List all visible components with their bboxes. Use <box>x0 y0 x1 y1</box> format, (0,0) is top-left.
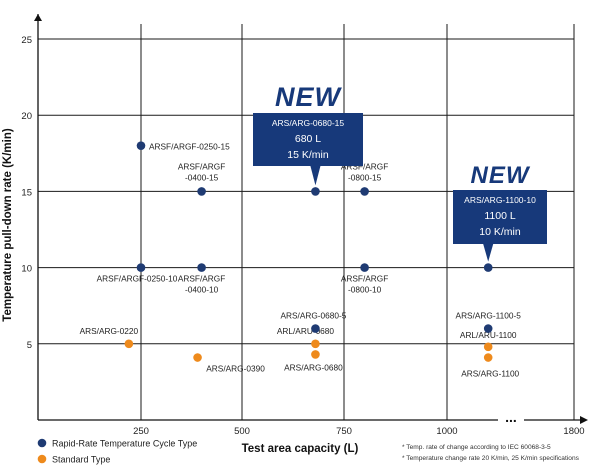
callout-model: ARS/ARG-0680-15 <box>272 118 345 128</box>
footnote: * Temp. rate of change according to IEC … <box>402 444 551 451</box>
standard-data-point <box>483 353 493 362</box>
point-label: ARSF/ARGF <box>341 274 388 284</box>
rapid-data-point <box>483 324 493 333</box>
point-label: ARSF/ARGF-0250-15 <box>149 142 230 152</box>
rapid-data-point <box>197 187 206 196</box>
callout-model: ARS/ARG-1100-10 <box>464 195 536 205</box>
rapid-data-point <box>197 263 206 272</box>
x-tick-label: 750 <box>336 426 352 437</box>
point-label: ARS/ARG-0680 <box>284 362 343 372</box>
legend-label-rapid: Rapid-Rate Temperature Cycle Type <box>52 439 197 449</box>
rapid-data-point <box>311 187 320 196</box>
footnote: * Temperature change rate 20 K/min, 25 K… <box>402 455 580 462</box>
point-label: -0400-15 <box>185 172 219 182</box>
x-axis-break: ... <box>505 409 517 425</box>
point-label: ARL/ARU-1100 <box>460 330 517 340</box>
callout-spec: 680 L <box>295 133 321 145</box>
standard-data-point <box>311 339 320 349</box>
point-label: ARS/ARG-0390 <box>206 364 265 374</box>
y-tick-label: 10 <box>21 264 32 275</box>
rapid-data-point <box>360 187 369 196</box>
y-tick-label: 15 <box>21 187 32 198</box>
legend-marker-standard <box>37 454 47 464</box>
point-label: ARSF/ARGF <box>178 274 225 284</box>
y-tick-label: 5 <box>27 340 32 351</box>
rapid-data-point <box>136 263 146 272</box>
callout-spec: 15 K/min <box>287 149 329 161</box>
new-badge: NEW <box>471 162 531 189</box>
point-label: -0800-10 <box>348 285 382 295</box>
point-label: ARSF/ARGF <box>341 161 388 171</box>
point-label: ARSF/ARGF <box>178 161 225 171</box>
point-label: ARSF/ARGF-0250-10 <box>97 274 178 284</box>
rapid-data-point <box>136 141 146 150</box>
x-axis-break-gap <box>498 415 524 425</box>
new-callout: NEW ARS/ARG-1100-10 1100 L 10 K/min <box>453 162 547 262</box>
callout-spec: 10 K/min <box>479 226 521 238</box>
point-label: -0400-10 <box>185 285 219 295</box>
standard-data-point <box>483 342 493 352</box>
rapid-data-point <box>483 263 493 272</box>
callout-pointer <box>483 244 494 262</box>
point-label: ARS/ARG-1100-5 <box>456 311 522 321</box>
point-label: -0800-15 <box>348 172 382 182</box>
x-tick-label: 1000 <box>436 426 457 437</box>
standard-data-point <box>193 353 202 362</box>
standard-data-point <box>311 350 320 359</box>
new-callout: NEW ARS/ARG-0680-15 680 L 15 K/min <box>253 82 363 186</box>
point-label: ARS/ARG-0680-5 <box>280 311 346 321</box>
legend-marker-rapid <box>37 438 47 448</box>
y-tick-label: 25 <box>21 35 32 46</box>
point-label: ARS/ARG-0220 <box>80 326 139 336</box>
callout-box <box>253 113 363 166</box>
x-tick-label: 500 <box>234 426 250 437</box>
callout-box <box>453 190 547 244</box>
standard-data-point <box>124 339 134 349</box>
y-tick-label: 20 <box>21 111 32 122</box>
point-label: ARL/ARU-0680 <box>277 326 335 336</box>
x-axis-title: Test area capacity (L) <box>242 443 359 455</box>
new-badge: NEW <box>275 82 343 112</box>
x-tick-label: 250 <box>133 426 149 437</box>
legend-label-standard: Standard Type <box>52 455 110 465</box>
y-axis-title: Temperature pull-down rate (K/min) <box>2 128 14 322</box>
callout-spec: 1100 L <box>484 210 515 222</box>
x-axis-arrow <box>580 416 588 424</box>
rapid-data-point <box>311 324 320 333</box>
point-label: ARS/ARG-1100 <box>461 369 519 379</box>
x-tick-label: 1800 <box>563 426 584 437</box>
y-axis-arrow <box>34 14 42 21</box>
callout-pointer <box>310 166 321 186</box>
rapid-data-point <box>360 263 369 272</box>
